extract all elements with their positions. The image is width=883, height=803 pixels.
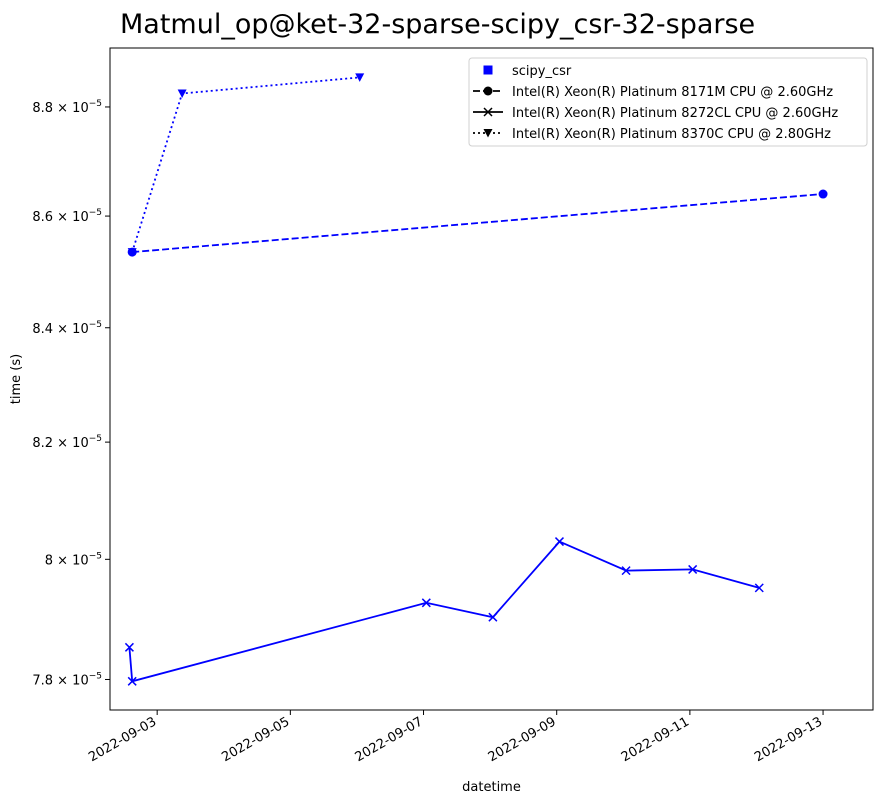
series-3-point <box>355 73 365 82</box>
series-3-line <box>131 76 360 253</box>
x-marker-stroke <box>754 583 764 593</box>
legend-label: scipy_csr <box>512 64 572 79</box>
legend-marker <box>483 86 493 96</box>
series-1-point <box>818 189 828 199</box>
chart-title: Matmul_op@ket-32-sparse-scipy_csr-32-spa… <box>120 9 755 40</box>
x-marker-stroke <box>127 676 137 686</box>
x-marker-stroke <box>488 612 498 622</box>
series-2-point <box>554 537 565 547</box>
series-layer <box>124 73 828 686</box>
legend-marker <box>483 65 493 75</box>
series-1 <box>127 189 828 257</box>
series-2-line <box>128 540 760 683</box>
legend-box <box>468 57 868 147</box>
x-axis: 2022-09-03 2022-09-05 2022-09-07 2022-09-09… <box>86 710 825 765</box>
x-tick-label: 2022-09-13 <box>752 714 825 765</box>
legend-entry-3: Intel(R) Xeon(R) Platinum 8272CL CPU @ 2… <box>473 106 838 121</box>
y-tick-label: 8.2 × 10−5 <box>32 434 102 451</box>
y-tick-label: 8 × 10−5 <box>45 551 102 568</box>
y-axis: 7.8 × 10−5 8 × 10−5 8.2 × 10−5 8.4 × 10−5 8.… <box>32 99 110 688</box>
y-tick-label: 7.8 × 10−5 <box>32 671 102 688</box>
legend-entry-4: Intel(R) Xeon(R) Platinum 8370C CPU @ 2.… <box>473 127 831 142</box>
series-2 <box>124 537 764 686</box>
plot-area-frame <box>109 47 874 711</box>
y-tick-label: 8.6 × 10−5 <box>32 208 102 225</box>
legend-marker <box>483 107 493 117</box>
y-tick-label: 8.8 × 10−5 <box>32 99 102 116</box>
series-2-point <box>488 612 498 622</box>
series-2-point <box>688 564 698 574</box>
series-2-point <box>421 598 431 608</box>
series-3 <box>127 73 365 257</box>
legend-label: Intel(R) Xeon(R) Platinum 8272CL CPU @ 2… <box>512 106 838 121</box>
x-tick-label: 2022-09-11 <box>619 714 692 765</box>
legend: scipy_csr Intel(R) Xeon(R) Platinum 8171M… <box>468 57 868 147</box>
legend-marker <box>483 129 493 138</box>
series-3-point <box>127 248 137 257</box>
x-tick-label: 2022-09-09 <box>486 714 559 765</box>
x-tick-label: 2022-09-07 <box>353 714 426 765</box>
legend-entry-1: scipy_csr <box>483 64 572 79</box>
series-2-point <box>754 583 764 593</box>
y-axis-label: time (s) <box>9 354 24 404</box>
series-2-point <box>124 642 134 652</box>
x-marker-stroke <box>554 537 565 547</box>
series-2-point <box>127 676 137 686</box>
legend-label: Intel(R) Xeon(R) Platinum 8370C CPU @ 2.… <box>512 127 831 142</box>
legend-entry-2: Intel(R) Xeon(R) Platinum 8171M CPU @ 2.… <box>473 85 833 100</box>
series-3-point <box>177 89 187 98</box>
series-2-point <box>621 566 631 576</box>
x-marker-stroke <box>688 564 698 574</box>
x-tick-label: 2022-09-05 <box>219 714 292 765</box>
legend-label: Intel(R) Xeon(R) Platinum 8171M CPU @ 2.… <box>512 85 833 100</box>
x-marker-stroke <box>483 107 493 117</box>
x-marker-stroke <box>421 598 431 608</box>
y-tick-label: 8.4 × 10−5 <box>32 320 102 337</box>
x-tick-label: 2022-09-03 <box>86 714 159 765</box>
series-1-line <box>132 193 824 253</box>
x-marker-stroke <box>621 566 631 576</box>
x-marker-stroke <box>124 642 134 652</box>
x-axis-label: datetime <box>462 780 521 795</box>
